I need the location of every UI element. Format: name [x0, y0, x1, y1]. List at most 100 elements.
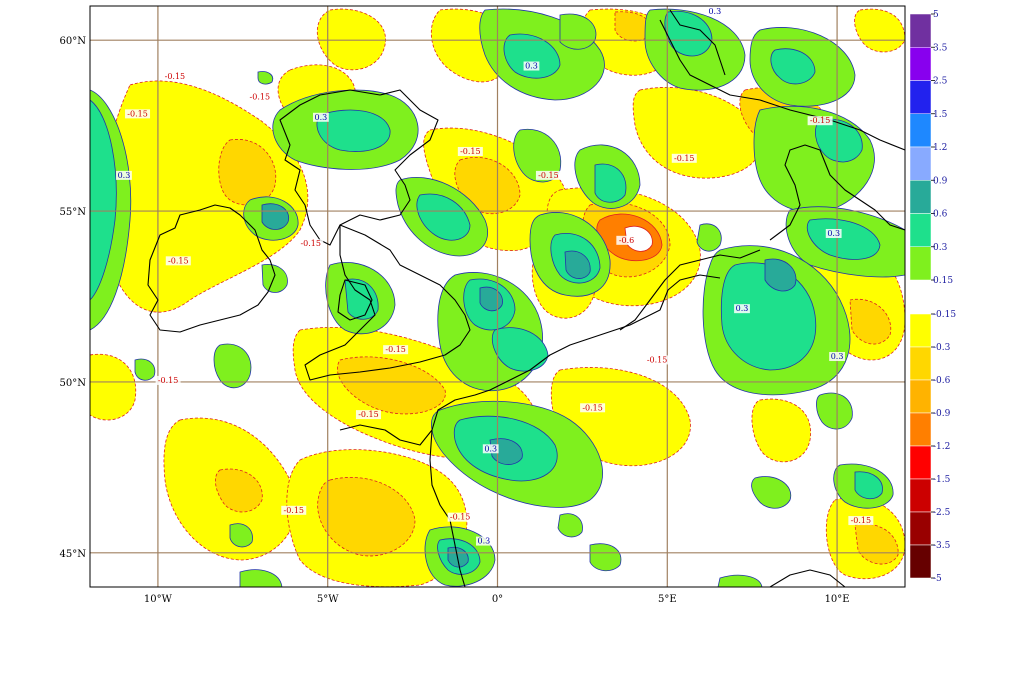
contour-label-bg-16	[447, 512, 473, 522]
lat-label-2: 50°N	[60, 378, 87, 389]
pos-region	[589, 543, 622, 572]
lon-label-0: 10°W	[144, 594, 173, 605]
cb-neg-label-6: -2.5	[933, 508, 951, 518]
coast-lowcountries	[619, 249, 761, 331]
pos-region	[513, 128, 562, 183]
contour-label-bg-5	[671, 153, 697, 163]
pos-region	[770, 48, 816, 85]
pos-region	[261, 203, 290, 230]
contour-label-bg-23	[734, 304, 750, 314]
contour-label-bg-25	[482, 444, 499, 454]
pos-region	[344, 278, 379, 320]
coast-denmark	[769, 144, 905, 241]
cb-pos-label-6: 0.6	[933, 210, 948, 220]
contour-label-0: -0.15	[165, 72, 186, 81]
neg-region	[854, 8, 905, 53]
contour-label-25: 0.3	[484, 444, 497, 453]
latitude-labels: 60°N 55°N 50°N 45°N	[60, 36, 87, 560]
contour-label-7: -0.15	[300, 239, 321, 248]
contour-label-18: 0.3	[525, 62, 538, 71]
contour-label-3: -0.15	[460, 147, 481, 156]
neg-region	[751, 398, 812, 463]
cb-pos-swatch-3	[909, 113, 932, 148]
coast-scotland	[279, 89, 439, 246]
coast-italy	[769, 569, 846, 587]
field-layer	[90, 6, 905, 587]
neg-region	[218, 138, 277, 206]
pos-region	[564, 250, 591, 279]
cb-neg-label-4: -1.2	[933, 442, 950, 452]
contour-label-bg-21	[116, 170, 132, 180]
contour-label-2: -0.15	[127, 109, 148, 118]
contour-label-9: -0.6	[619, 236, 634, 245]
contour-label-bg-6	[807, 116, 833, 126]
contour-label-12: -0.15	[158, 376, 179, 385]
cb-pos-label-7: 0.3	[933, 243, 948, 253]
contour-label-bg-11	[644, 355, 670, 365]
contour-label-23: 0.3	[736, 304, 749, 313]
cb-pos-label-2: 2.5	[933, 77, 948, 87]
contour-label-bg-14	[580, 403, 606, 413]
pos-region	[90, 99, 117, 301]
neg-region	[316, 8, 386, 71]
lat-label-3: 45°N	[60, 549, 87, 560]
cb-pos-swatch-5	[909, 180, 932, 214]
contour-label-bg-15	[281, 505, 307, 515]
contour-label-1: -0.15	[250, 92, 271, 101]
cb-pos-swatch-6	[909, 213, 932, 247]
cb-neg-swatch-0	[909, 313, 932, 348]
contour-label-19: 0.3	[708, 7, 721, 16]
contour-label-bg-10	[383, 345, 409, 355]
pos-region	[257, 71, 274, 85]
pos-region	[557, 513, 583, 538]
pos-region	[854, 471, 883, 500]
pos-region	[806, 218, 881, 260]
contour-label-bg-13	[355, 410, 381, 420]
lat-label-0: 60°N	[60, 36, 87, 47]
neg-region	[215, 468, 263, 513]
cb-neg-swatch-6	[909, 511, 932, 546]
cb-pos-swatch-4	[909, 146, 932, 181]
neg-region	[632, 87, 763, 179]
cb-pos-label-3: 1.5	[933, 110, 948, 120]
neg-region	[90, 353, 137, 421]
contour-label-bg-26	[476, 536, 492, 546]
pos-region	[815, 118, 863, 163]
cb-pos-swatch-7	[909, 246, 932, 281]
lon-label-1: 5°W	[317, 594, 339, 605]
contour-label-bg-1	[247, 92, 273, 102]
contour-label-bg-3	[457, 146, 483, 156]
contour-label-22: 0.3	[827, 229, 840, 238]
coast-france	[339, 274, 721, 587]
cb-neg-label-3: -0.9	[933, 409, 951, 419]
cb-neg-label-1: -0.3	[933, 343, 951, 353]
pos-region	[491, 327, 549, 372]
cb-pos-swatch-2	[909, 80, 932, 114]
contour-label-bg-4	[535, 170, 561, 180]
contour-label-bg-2	[125, 109, 151, 119]
contour-label-26: 0.3	[478, 537, 491, 546]
cb-neg-swatch-4	[909, 445, 932, 480]
cb-neg-swatch-5	[909, 478, 932, 513]
cb-neg-label-8: -5	[933, 574, 942, 584]
contour-label-bg-12	[155, 375, 181, 385]
pos-region	[696, 223, 722, 252]
longitude-labels: 10°W 5°W 0° 5°E 10°E	[144, 594, 850, 605]
contour-label-bg-7	[298, 239, 324, 249]
pos-region	[479, 286, 503, 312]
pos-region	[261, 264, 288, 293]
neg-region	[854, 523, 899, 565]
coast-ireland	[147, 204, 276, 333]
contour-label-8: -0.15	[168, 256, 189, 265]
contour-label-bg-17	[848, 516, 874, 526]
contour-label-17: -0.15	[851, 516, 872, 525]
neg-region	[624, 225, 653, 252]
contour-label-16: -0.15	[450, 513, 471, 522]
pos-region	[764, 258, 797, 292]
contour-label-14: -0.15	[582, 403, 603, 412]
contour-label-13: -0.15	[358, 410, 379, 419]
contour-label-bg-20	[313, 112, 329, 122]
lon-label-3: 5°E	[658, 594, 677, 605]
cb-neg-label-2: -0.6	[933, 376, 951, 386]
